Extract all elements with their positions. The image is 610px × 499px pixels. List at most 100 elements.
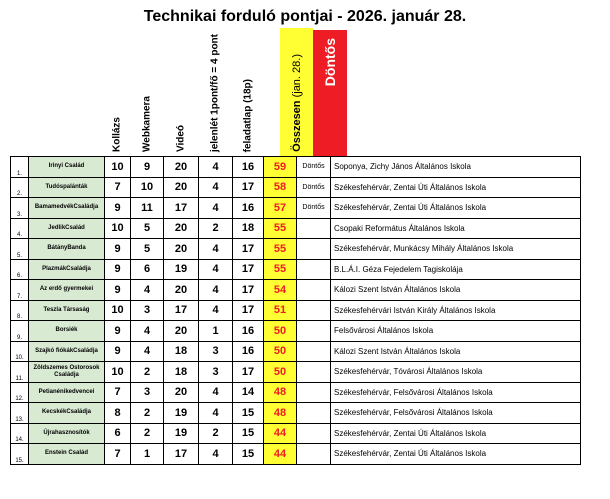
header-kollazs-label: Kollázs: [111, 116, 123, 152]
dontos-cell: [296, 279, 331, 301]
school-cell: Székesfehérvár, Felsővárosi Általános Is…: [330, 402, 581, 424]
video-cell: 17: [163, 197, 199, 219]
header-jelenlet-label: jelenlét 1pont/fő = 4 pont: [209, 33, 221, 152]
header-osszesen-label: Összesen (jan. 28.): [291, 54, 303, 152]
feladatlap-cell: 17: [232, 238, 264, 260]
total-cell: 57: [263, 197, 297, 219]
feladatlap-cell: 15: [232, 443, 264, 465]
dontos-cell: Döntős: [296, 197, 331, 219]
kollazs-cell: 9: [104, 279, 131, 301]
dontos-cell: [296, 320, 331, 342]
table-row: 4. JedlikCsalád 10 5 20 2 18 55 Csopaki Reformát…: [10, 217, 581, 239]
video-cell: 20: [163, 381, 199, 403]
school-cell: Székesfehérvári István Király Általános …: [330, 299, 581, 321]
webkamera-cell: 11: [130, 197, 164, 219]
rank-cell: 6.: [10, 258, 29, 280]
feladatlap-cell: 15: [232, 422, 264, 444]
header-dontos: Döntős: [313, 30, 347, 156]
header-feladatlap: feladatlap (18p): [232, 28, 263, 156]
webkamera-cell: 3: [130, 381, 164, 403]
rank-cell: 15.: [10, 443, 29, 465]
rank-cell: 8.: [10, 299, 29, 321]
team-cell: Petianénikedvencei: [28, 381, 105, 403]
dontos-cell: Döntős: [296, 156, 331, 178]
total-cell: 50: [263, 361, 297, 383]
video-cell: 17: [163, 443, 199, 465]
total-cell: 44: [263, 422, 297, 444]
webkamera-cell: 2: [130, 361, 164, 383]
video-cell: 19: [163, 402, 199, 424]
video-cell: 20: [163, 279, 199, 301]
video-cell: 17: [163, 299, 199, 321]
webkamera-cell: 10: [130, 176, 164, 198]
dontos-cell: [296, 238, 331, 260]
table-row: 7. Az erdő gyermekei 9 4 20 4 17 54 Kálozi Szent…: [10, 279, 581, 301]
table-row: 5. BátányBanda 9 5 20 4 17 55 Székesfehérvár, Mu…: [10, 238, 581, 260]
kollazs-cell: 7: [104, 176, 131, 198]
team-cell: Enstein Család: [28, 443, 105, 465]
jelenlet-cell: 2: [198, 217, 233, 239]
page-title: Technikai forduló pontjai - 2026. január…: [143, 8, 467, 25]
team-cell: Az erdő gyermekei: [28, 279, 105, 301]
table-row: 12. Petianénikedvencei 7 3 20 4 14 48 Székesfehé…: [10, 381, 581, 403]
total-cell: 58: [263, 176, 297, 198]
header-dontos-label: Döntős: [322, 38, 338, 87]
rank-cell: 9.: [10, 320, 29, 342]
table-row: 11. Zöldszemes Ostorosok Családja 10 2 18 3 17…: [10, 361, 581, 383]
kollazs-cell: 10: [104, 156, 131, 178]
kollazs-cell: 9: [104, 320, 131, 342]
feladatlap-cell: 17: [232, 361, 264, 383]
team-cell: KecskékCsaládja: [28, 402, 105, 424]
total-cell: 59: [263, 156, 297, 178]
header-kollazs: Kollázs: [104, 28, 130, 156]
webkamera-cell: 4: [130, 340, 164, 362]
feladatlap-cell: 17: [232, 299, 264, 321]
webkamera-cell: 6: [130, 258, 164, 280]
feladatlap-cell: 15: [232, 402, 264, 424]
webkamera-cell: 4: [130, 320, 164, 342]
team-cell: Szajkó fiókákCsaládja: [28, 340, 105, 362]
webkamera-cell: 5: [130, 238, 164, 260]
school-cell: Székesfehérvár, Tóvárosi Általános Iskol…: [330, 361, 581, 383]
kollazs-cell: 9: [104, 258, 131, 280]
webkamera-cell: 1: [130, 443, 164, 465]
jelenlet-cell: 4: [198, 197, 233, 219]
dontos-cell: [296, 402, 331, 424]
school-cell: Székesfehérvár, Zentai Úti Általános Isk…: [330, 176, 581, 198]
dontos-cell: [296, 361, 331, 383]
dontos-cell: [296, 340, 331, 362]
school-cell: Kálozi Szent István Általános Iskola: [330, 340, 581, 362]
dontos-cell: [296, 381, 331, 403]
table-row: 6. PlazmákCsaládja 9 6 19 4 17 55 B.L.Á.I. Géza …: [10, 258, 581, 280]
rank-cell: 4.: [10, 217, 29, 239]
jelenlet-cell: 4: [198, 279, 233, 301]
feladatlap-cell: 16: [232, 156, 264, 178]
team-cell: Zöldszemes Ostorosok Családja: [28, 361, 105, 383]
feladatlap-cell: 14: [232, 381, 264, 403]
dontos-cell: [296, 299, 331, 321]
table-row: 10. Szajkó fiókákCsaládja 9 4 18 3 16 50 Kálozi …: [10, 340, 581, 362]
header-osszesen-date: (jan. 28.): [290, 54, 303, 101]
school-cell: Csopaki Református Általános Iskola: [330, 217, 581, 239]
rank-cell: 10.: [10, 340, 29, 362]
dontos-cell: [296, 443, 331, 465]
feladatlap-cell: 16: [232, 320, 264, 342]
total-cell: 50: [263, 340, 297, 362]
total-cell: 51: [263, 299, 297, 321]
jelenlet-cell: 4: [198, 176, 233, 198]
table-row: 13. KecskékCsaládja 8 2 19 4 15 48 Székesfehérvá…: [10, 402, 581, 424]
webkamera-cell: 4: [130, 279, 164, 301]
feladatlap-cell: 16: [232, 197, 264, 219]
team-cell: PlazmákCsaládja: [28, 258, 105, 280]
total-cell: 48: [263, 402, 297, 424]
team-cell: Tudóspalánták: [28, 176, 105, 198]
school-cell: Soponya, Zichy János Általános Iskola: [330, 156, 581, 178]
team-cell: Borsiék: [28, 320, 105, 342]
header-feladatlap-label: feladatlap (18p): [242, 78, 253, 152]
table-row: 9. Borsiék 9 4 20 1 16 50 Felsővárosi Általános …: [10, 320, 581, 342]
school-cell: Székesfehérvár, Zentai Úti Általános Isk…: [330, 197, 581, 219]
rank-cell: 11.: [10, 361, 29, 383]
total-cell: 55: [263, 217, 297, 239]
kollazs-cell: 9: [104, 197, 131, 219]
table-row: 3. BamamedvékCsaládja 9 11 17 4 16 57 Döntős Szék…: [10, 197, 581, 219]
